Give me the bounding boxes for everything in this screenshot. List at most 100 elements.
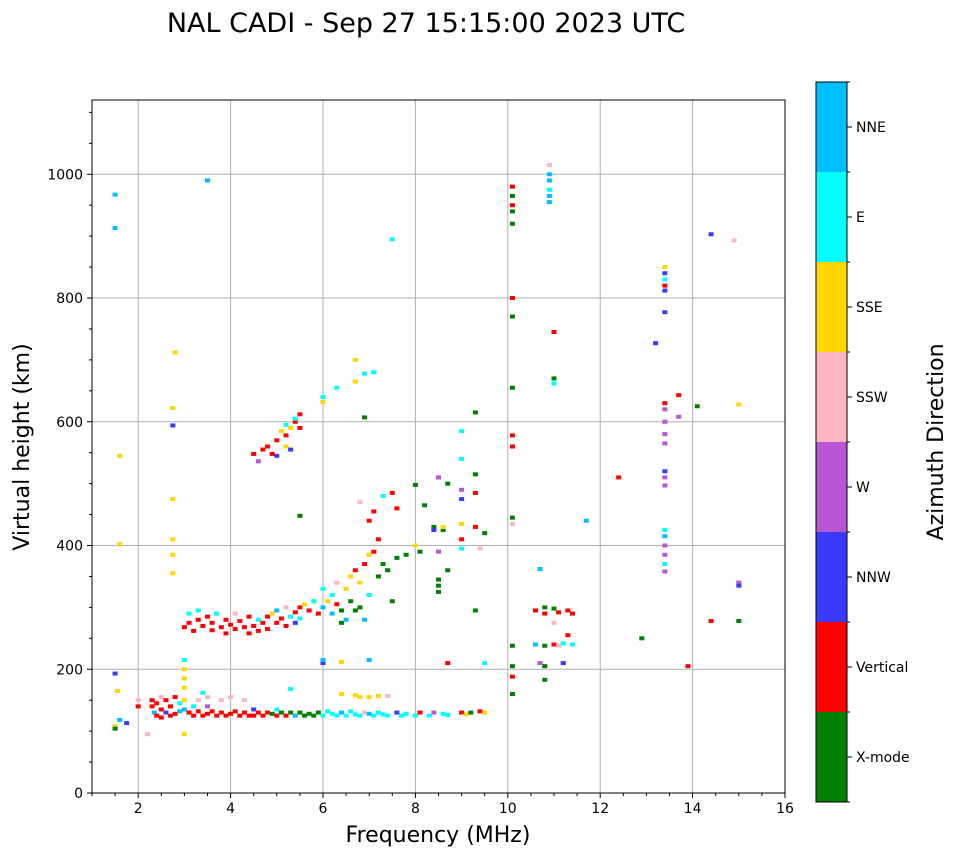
data-point-x-mode: [509, 209, 515, 214]
data-point-w: [431, 710, 437, 715]
x-tick-label: 4: [226, 801, 235, 817]
data-point-x-mode: [509, 193, 515, 198]
data-point-vertical: [509, 184, 515, 189]
data-point-x-mode: [436, 589, 441, 594]
data-point-vertical: [472, 524, 478, 529]
data-point-nne: [117, 717, 123, 722]
data-point-vertical: [292, 610, 298, 615]
data-point-nne: [366, 711, 372, 716]
data-point-ssw: [551, 620, 557, 625]
data-point-x-mode: [509, 221, 515, 226]
data-point-ssw: [556, 643, 562, 648]
data-point-ssw: [283, 605, 289, 610]
data-point-w: [662, 432, 668, 437]
data-point-e: [569, 642, 575, 647]
data-point-vertical: [662, 401, 668, 406]
data-point-vertical: [172, 711, 178, 716]
data-point-ssw: [135, 698, 141, 703]
data-point-e: [320, 586, 326, 591]
data-point-e: [334, 713, 340, 718]
data-point-vertical: [394, 506, 400, 511]
data-point-w: [255, 459, 261, 464]
data-point-e: [385, 713, 391, 718]
data-point-nne: [181, 707, 187, 712]
x-tick-label: 6: [319, 801, 328, 817]
data-point-vertical: [283, 713, 289, 718]
data-point-e: [662, 277, 668, 282]
data-point-e: [297, 616, 303, 621]
data-point-w: [436, 549, 441, 554]
data-point-sse: [302, 602, 308, 607]
data-point-e: [177, 701, 183, 706]
data-point-e: [348, 709, 354, 714]
data-point-nne: [320, 605, 326, 610]
data-point-e: [311, 599, 317, 604]
data-point-x-mode: [338, 620, 344, 625]
data-point-vertical: [149, 704, 155, 709]
data-point-x-mode: [422, 503, 428, 508]
data-point-x-mode: [306, 711, 312, 716]
data-point-sse: [338, 659, 344, 664]
data-point-vertical: [283, 433, 289, 438]
data-point-vertical: [260, 620, 266, 625]
data-point-e: [412, 713, 418, 718]
data-point-ssw: [241, 698, 247, 703]
y-tick-label: 0: [74, 786, 83, 802]
data-point-e: [320, 395, 326, 399]
data-point-ssw: [477, 546, 483, 551]
data-point-vertical: [556, 610, 562, 615]
data-point-x-mode: [436, 583, 441, 588]
data-point-e: [440, 711, 446, 716]
data-point-sse: [463, 712, 469, 717]
data-point-x-mode: [348, 599, 354, 604]
data-point-w: [662, 475, 668, 480]
data-point-x-mode: [551, 606, 557, 611]
data-point-e: [329, 711, 335, 716]
data-point-x-mode: [412, 482, 418, 487]
data-point-nne: [546, 200, 552, 205]
data-point-e: [380, 712, 386, 717]
data-point-nne: [583, 518, 589, 523]
data-point-e: [371, 713, 377, 718]
x-tick-label: 2: [134, 801, 143, 817]
data-point-vertical: [186, 620, 192, 625]
data-point-e: [366, 593, 372, 597]
data-point-x-mode: [375, 574, 381, 579]
data-point-sse: [181, 685, 187, 690]
data-point-x-mode: [509, 664, 515, 669]
data-point-nne: [533, 642, 539, 647]
data-point-vertical: [209, 709, 215, 714]
data-point-vertical: [278, 616, 284, 621]
data-point-sse: [343, 586, 349, 591]
data-point-vertical: [569, 611, 575, 616]
colorbar-segment: [816, 442, 847, 532]
data-point-x-mode: [278, 710, 284, 715]
x-tick-label: 12: [591, 801, 609, 817]
data-point-e: [560, 641, 566, 646]
data-point-e: [375, 710, 381, 715]
data-point-e: [352, 712, 358, 717]
data-point-sse: [181, 698, 187, 703]
data-point-vertical: [265, 444, 271, 449]
data-point-nnw: [320, 661, 326, 666]
data-point-vertical: [389, 490, 395, 495]
data-point-vertical: [154, 713, 160, 718]
data-point-x-mode: [639, 636, 645, 641]
data-point-vertical: [292, 419, 298, 424]
data-point-vertical: [366, 518, 372, 523]
data-point-nnw: [170, 423, 176, 428]
data-point-w: [662, 407, 668, 412]
data-point-nnw: [394, 710, 400, 715]
grid-lines: [92, 100, 785, 793]
data-point-sse: [352, 693, 358, 698]
data-point-nnw: [251, 707, 257, 712]
data-point-nnw: [459, 497, 465, 502]
data-point-x-mode: [736, 618, 742, 623]
y-tick-label: 600: [56, 415, 83, 431]
colorbar-tick-label: E: [856, 210, 865, 226]
data-point-vertical: [228, 711, 234, 716]
data-point-e: [389, 237, 395, 242]
data-point-w: [537, 661, 543, 666]
data-point-x-mode: [431, 524, 437, 529]
